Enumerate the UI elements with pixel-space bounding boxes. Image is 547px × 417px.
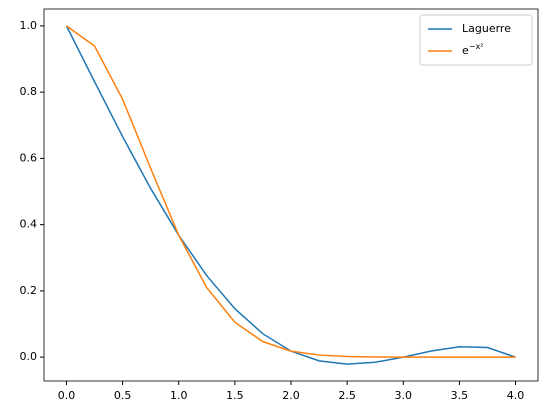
legend-label-base: e [462,44,469,57]
x-tick-label: 4.0 [507,389,525,402]
legend-box [419,14,533,66]
plot-frame [43,8,539,382]
y-tick-label: 0.2 [20,284,38,297]
y-tick-label: 0.8 [20,85,38,98]
x-tick-label: 3.5 [451,389,469,402]
x-tick-label: 0.0 [58,389,76,402]
y-tick-label: 0.4 [20,218,38,231]
x-tick-label: 2.5 [338,389,356,402]
x-tick-label: 1.0 [170,389,188,402]
y-tick-label: 0.0 [20,350,38,363]
x-tick-label: 0.5 [114,389,132,402]
y-tick-label: 1.0 [20,19,38,32]
series-line [65,25,516,365]
y-tick-label: 0.6 [20,151,38,164]
x-tick-label: 1.5 [226,389,244,402]
x-tick-label: 3.0 [395,389,413,402]
legend-label: e−x² [462,42,483,58]
series-line [66,25,516,358]
x-tick-label: 2.0 [282,389,300,402]
legend-label-exponent: −x² [469,42,484,51]
legend-label: Laguerre [462,22,511,35]
